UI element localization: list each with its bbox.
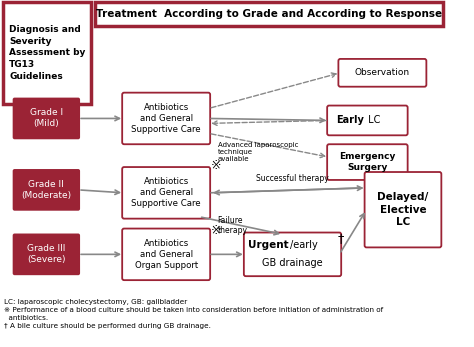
FancyBboxPatch shape <box>13 234 80 275</box>
FancyBboxPatch shape <box>244 232 341 276</box>
Text: Grade I
(Mild): Grade I (Mild) <box>30 108 63 128</box>
Text: LC: LC <box>365 116 380 125</box>
Text: Successful therapy: Successful therapy <box>256 175 329 184</box>
Text: LC: laparoscopic cholecystectomy, GB: gallbladder
※ Performance of a blood cultu: LC: laparoscopic cholecystectomy, GB: ga… <box>4 299 383 329</box>
FancyBboxPatch shape <box>365 172 441 247</box>
Text: Antibiotics
and General
Supportive Care: Antibiotics and General Supportive Care <box>131 177 201 209</box>
Text: Failure
therapy: Failure therapy <box>218 216 247 235</box>
Text: Early: Early <box>336 116 364 125</box>
FancyBboxPatch shape <box>3 2 91 103</box>
Text: Grade III
(Severe): Grade III (Severe) <box>27 244 65 264</box>
Text: Diagnosis and
Severity
Assessment by
TG13
Guidelines: Diagnosis and Severity Assessment by TG1… <box>9 25 85 81</box>
Text: Urgent: Urgent <box>248 240 289 251</box>
FancyBboxPatch shape <box>327 144 408 180</box>
Text: ※: ※ <box>210 224 221 237</box>
FancyBboxPatch shape <box>13 98 80 139</box>
FancyBboxPatch shape <box>122 167 210 219</box>
Text: Treatment  According to Grade and According to Response: Treatment According to Grade and Accordi… <box>96 9 442 19</box>
Text: Antibiotics
and General
Organ Support: Antibiotics and General Organ Support <box>135 239 198 270</box>
FancyBboxPatch shape <box>95 2 443 26</box>
Text: Grade II
(Moderate): Grade II (Moderate) <box>21 180 72 200</box>
FancyBboxPatch shape <box>327 105 408 135</box>
Text: Delayed/
Elective
LC: Delayed/ Elective LC <box>377 192 428 227</box>
Text: Advanced laparoscopic
technique
available: Advanced laparoscopic technique availabl… <box>218 142 298 162</box>
Text: /early: /early <box>290 240 318 251</box>
FancyBboxPatch shape <box>338 59 427 87</box>
FancyBboxPatch shape <box>122 229 210 280</box>
Text: GB drainage: GB drainage <box>262 258 323 268</box>
Text: Observation: Observation <box>355 68 410 77</box>
Text: †: † <box>338 232 345 245</box>
FancyBboxPatch shape <box>13 169 80 211</box>
Text: Emergency
Surgery: Emergency Surgery <box>339 152 396 172</box>
Text: ※: ※ <box>210 159 221 171</box>
Text: Antibiotics
and General
Supportive Care: Antibiotics and General Supportive Care <box>131 103 201 134</box>
FancyBboxPatch shape <box>122 93 210 144</box>
